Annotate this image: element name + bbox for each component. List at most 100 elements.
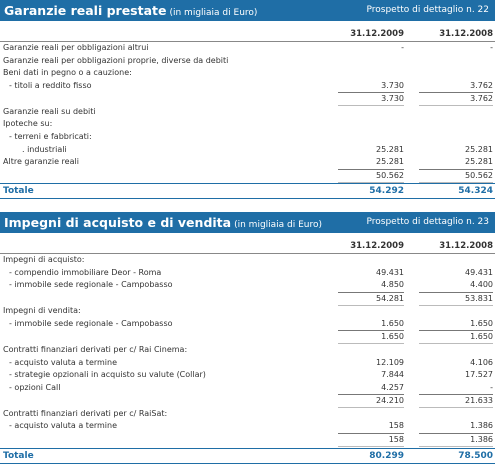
table-row: - terreni e fabbricati: [0, 131, 495, 144]
table-row: Garanzie reali per obbligazioni proprie,… [0, 55, 495, 68]
total-row: Totale 54.292 54.324 [0, 183, 495, 200]
value: 4.106 [470, 357, 493, 367]
table-row: Altre garanzie reali 25.281 25.281 [0, 156, 495, 169]
row-label: Impegni di vendita: [3, 306, 81, 316]
total-row: Totale 80.299 78.500 [0, 447, 495, 464]
section-header: Garanzie reali prestate (in migliaia di E… [0, 0, 495, 21]
total-label: Totale [3, 450, 34, 461]
value: 158 [388, 421, 404, 431]
row-label: Impegni di acquisto: [3, 255, 85, 264]
row-label: - immobile sede regionale - Campobasso [9, 318, 173, 328]
value: 1.650 [419, 330, 493, 345]
value: 25.281 [376, 144, 404, 154]
value: 49.431 [465, 267, 493, 277]
value: 3.762 [470, 80, 493, 90]
subtotal-row: 158 1.386 [0, 433, 495, 448]
row-label: - opzioni Call [9, 382, 61, 392]
column-label: 31.12.2008 [439, 29, 493, 39]
section-title: Garanzie reali prestate (in migliaia di E… [4, 3, 257, 18]
total-value: 54.292 [369, 186, 404, 197]
value: 24.210 [338, 394, 404, 409]
value: 1.386 [470, 421, 493, 431]
table-row: - acquisto valuta a termine 158 1.386 [0, 420, 495, 433]
total-label: Totale [3, 186, 34, 197]
subtotal-row: 1.650 1.650 [0, 330, 495, 345]
value: 1.386 [419, 433, 493, 448]
row-label: - strategie opzionali in acquisto su val… [9, 370, 206, 380]
row-label: Ipoteche su: [3, 119, 53, 129]
value: 3.762 [419, 92, 493, 107]
column-label: 31.12.2009 [350, 29, 404, 39]
value: - [490, 43, 493, 52]
value: 1.650 [381, 318, 404, 328]
row-label: - compendio immobiliare Deor - Roma [9, 267, 162, 277]
table-row: - compendio immobiliare Deor - Roma 49.43… [0, 267, 495, 280]
title-text: Impegni di acquisto e di vendita [4, 215, 232, 230]
row-label: Garanzie reali per obbligazioni proprie,… [3, 55, 229, 65]
value: 21.633 [419, 394, 493, 409]
table-row: Beni dati in pegno o a cauzione: [0, 67, 495, 80]
unit-note: (in migliaia di Euro) [169, 8, 258, 18]
table-row: Impegni di acquisto: [0, 254, 495, 267]
value: 53.831 [419, 291, 493, 306]
table-row: - acquisto valuta a termine 12.109 4.106 [0, 357, 495, 370]
unit-note: (in migliaia di Euro) [234, 220, 323, 230]
table-row: Impegni di vendita: [0, 305, 495, 318]
value: 25.281 [465, 144, 493, 154]
value: 25.281 [376, 157, 404, 167]
row-label: Beni dati in pegno o a cauzione: [3, 68, 132, 78]
table-row: - immobile sede regionale - Campobasso 4.… [0, 279, 495, 292]
value: 4.850 [381, 280, 404, 290]
column-label: 31.12.2008 [439, 241, 493, 251]
value: - [401, 43, 404, 52]
table-row: Garanzie reali su debiti [0, 106, 495, 119]
table-row: Contratti finanziari derivati per c/ Rai… [0, 408, 495, 421]
value: 50.562 [419, 168, 493, 183]
title-text: Garanzie reali prestate [4, 3, 167, 18]
value: 25.281 [465, 157, 493, 167]
row-label: - terreni e fabbricati: [9, 132, 92, 142]
row-label: . industriali [22, 144, 67, 154]
subtotal-row: 24.210 21.633 [0, 394, 495, 409]
table-row: - opzioni Call 4.257 - [0, 382, 495, 395]
value: 4.400 [470, 280, 493, 290]
table-row: - strategie opzionali in acquisto su val… [0, 369, 495, 382]
section-header: Impegni di acquisto e di vendita (in migl… [0, 212, 495, 233]
row-label: Altre garanzie reali [3, 157, 79, 167]
value: 1.650 [470, 318, 493, 328]
column-header: 31.12.2009 31.12.2008 [0, 21, 495, 42]
table-row: Ipoteche su: [0, 118, 495, 131]
row-label: Garanzie reali su debiti [3, 106, 96, 116]
value: 12.109 [376, 357, 404, 367]
row-label: Contratti finanziari derivati per c/ Rai… [3, 344, 188, 354]
value: 3.730 [381, 80, 404, 90]
row-label: - immobile sede regionale - Campobasso [9, 280, 173, 290]
value: 54.281 [338, 291, 404, 306]
value: 1.650 [338, 330, 404, 345]
value: - [490, 382, 493, 392]
subtotal-row: 50.562 50.562 [0, 168, 495, 183]
table-row: - immobile sede regionale - Campobasso 1.… [0, 318, 495, 331]
value: 17.527 [465, 370, 493, 380]
reference: Prospetto di dettaglio n. 22 [366, 5, 490, 15]
table-section: Garanzie reali prestate (in migliaia di E… [0, 0, 495, 200]
table-section: Impegni di acquisto e di vendita (in migl… [0, 212, 495, 464]
value: 49.431 [376, 267, 404, 277]
subtotal-row: 54.281 53.831 [0, 291, 495, 306]
value: 50.562 [338, 168, 404, 183]
value: 4.257 [381, 382, 404, 392]
table-row: - titoli a reddito fisso 3.730 3.762 [0, 80, 495, 93]
value: 3.730 [338, 92, 404, 107]
total-value: 54.324 [458, 186, 493, 197]
reference: Prospetto di dettaglio n. 23 [366, 217, 490, 227]
column-label: 31.12.2009 [350, 241, 404, 251]
table-row: Contratti finanziari derivati per c/ Rai… [0, 344, 495, 357]
section-title: Impegni di acquisto e di vendita (in migl… [4, 215, 322, 230]
row-label: - titoli a reddito fisso [9, 80, 92, 90]
value: 158 [338, 433, 404, 448]
total-value: 80.299 [369, 450, 404, 461]
table-row: . industriali 25.281 25.281 [0, 144, 495, 157]
table-row: Garanzie reali per obbligazioni altrui - - [0, 42, 495, 55]
row-label: - acquisto valuta a termine [9, 421, 118, 431]
